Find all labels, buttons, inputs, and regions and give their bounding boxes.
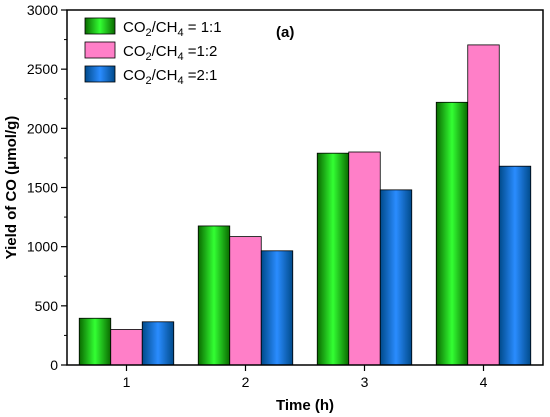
bar-series3-2 xyxy=(260,250,294,366)
y-tick-label: 500 xyxy=(35,298,59,314)
bar-series3-1 xyxy=(141,321,175,366)
legend-swatch-series1 xyxy=(84,17,116,35)
y-tick-label: 0 xyxy=(50,357,58,373)
bar-series2-1 xyxy=(110,329,143,366)
y-tick-label: 1000 xyxy=(27,239,58,255)
bars-layer xyxy=(78,44,532,366)
bar-series1-1 xyxy=(78,317,112,366)
bar-series1-3 xyxy=(316,152,350,366)
x-axis-title: Time (h) xyxy=(276,397,334,414)
bar-series3-3 xyxy=(379,189,413,366)
x-tick-label: 2 xyxy=(242,374,250,390)
legend-label-series2: CO2/CH4 =1:2 xyxy=(123,43,217,63)
axes-layer: 0 500 1000 1500 2000 2500 3000 1 2 3 4 xyxy=(27,2,488,390)
bar-series2-4 xyxy=(467,44,500,366)
panel-label: (a) xyxy=(276,24,294,41)
x-tick-label: 3 xyxy=(361,374,369,390)
y-tick-label: 1500 xyxy=(27,180,58,196)
legend-label-series1: CO2/CH4 = 1:1 xyxy=(123,19,222,39)
legend-swatch-series2 xyxy=(84,41,116,59)
x-tick-label: 4 xyxy=(480,374,488,390)
bar-series2-2 xyxy=(229,236,262,366)
legend: CO2/CH4 = 1:1 CO2/CH4 =1:2 CO2/CH4 =2:1 xyxy=(84,17,222,87)
legend-label-series3: CO2/CH4 =2:1 xyxy=(123,67,217,87)
legend-swatch-series3 xyxy=(84,65,116,83)
y-axis-title: Yield of CO (μmol/g) xyxy=(3,116,20,260)
y-tick-label: 2000 xyxy=(27,120,58,136)
bar-series1-4 xyxy=(435,101,469,366)
y-tick-label: 2500 xyxy=(27,61,58,77)
bar-series1-2 xyxy=(197,225,231,366)
y-tick-label: 3000 xyxy=(27,2,58,18)
bar-series2-3 xyxy=(348,151,381,366)
bar-series3-4 xyxy=(498,165,532,366)
x-tick-label: 1 xyxy=(123,374,131,390)
